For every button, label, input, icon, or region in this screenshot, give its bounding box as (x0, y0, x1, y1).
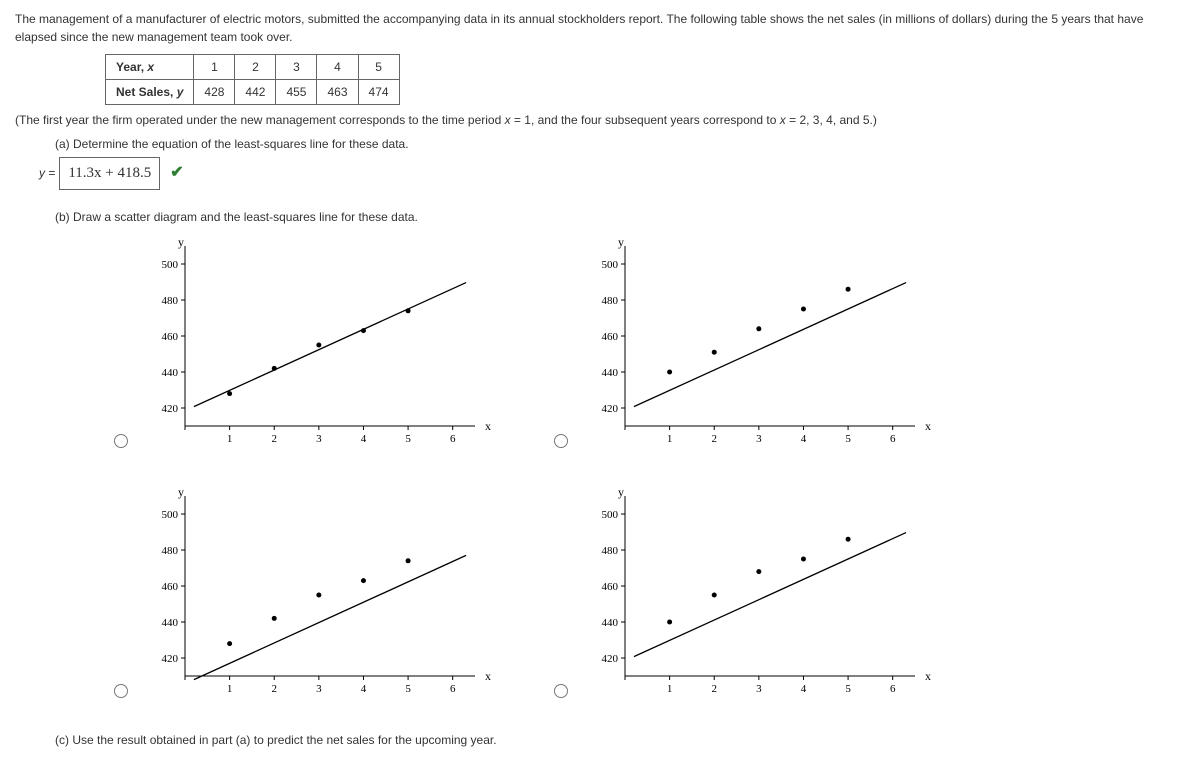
svg-text:440: 440 (602, 617, 619, 629)
svg-text:x: x (925, 419, 931, 433)
svg-text:x: x (485, 669, 491, 683)
problem-intro: The management of a manufacturer of elec… (15, 10, 1185, 46)
svg-text:1: 1 (227, 433, 233, 445)
svg-text:4: 4 (361, 433, 367, 445)
part-a-prompt: (a) Determine the equation of the least-… (55, 135, 1185, 153)
svg-text:480: 480 (602, 295, 619, 307)
svg-text:4: 4 (801, 433, 807, 445)
svg-text:1: 1 (667, 433, 673, 445)
svg-text:y: y (618, 236, 624, 249)
svg-text:420: 420 (162, 653, 179, 665)
chart-radio-3[interactable] (114, 684, 128, 698)
svg-text:x: x (485, 419, 491, 433)
table-row: Net Sales, y 428 442 455 463 474 (106, 80, 400, 105)
svg-text:420: 420 (602, 653, 619, 665)
checkmark-icon: ✔ (170, 161, 183, 185)
chart-option: 420 440 460 480 500 1 2 3 4 5 6 y x (545, 236, 965, 456)
svg-text:x: x (925, 669, 931, 683)
table-row: Year, x 1 2 3 4 5 (106, 55, 400, 80)
table-cell: 428 (194, 80, 235, 105)
table-cell: 463 (317, 80, 358, 105)
svg-text:500: 500 (162, 259, 179, 271)
scatter-chart-4: 420 440 460 480 500 1 2 3 4 5 6 y x (575, 486, 935, 706)
svg-text:480: 480 (162, 545, 179, 557)
svg-text:3: 3 (316, 433, 322, 445)
svg-text:2: 2 (711, 683, 717, 695)
svg-text:500: 500 (602, 509, 619, 521)
svg-text:420: 420 (162, 403, 179, 415)
answer-input[interactable]: 11.3x + 418.5 (59, 157, 160, 190)
chart-radio-4[interactable] (554, 684, 568, 698)
part-c-prompt: (c) Use the result obtained in part (a) … (55, 731, 1185, 749)
svg-text:5: 5 (405, 683, 411, 695)
svg-text:3: 3 (316, 683, 322, 695)
svg-text:y: y (178, 486, 184, 499)
chart-option: 420 440 460 480 500 1 2 3 4 5 6 y x (105, 236, 525, 456)
svg-text:2: 2 (711, 433, 717, 445)
svg-text:500: 500 (602, 259, 619, 271)
chart-radio-2[interactable] (554, 434, 568, 448)
svg-text:440: 440 (162, 617, 179, 629)
scatter-chart-2: 420 440 460 480 500 1 2 3 4 5 6 y x (575, 236, 935, 456)
svg-text:2: 2 (271, 683, 277, 695)
svg-text:480: 480 (162, 295, 179, 307)
data-table: Year, x 1 2 3 4 5 Net Sales, y 428 442 4… (105, 54, 400, 105)
row-header-year: Year, x (106, 55, 194, 80)
svg-text:440: 440 (162, 367, 179, 379)
svg-text:500: 500 (162, 509, 179, 521)
chart-radio-1[interactable] (114, 434, 128, 448)
svg-text:460: 460 (162, 581, 179, 593)
svg-text:3: 3 (756, 433, 762, 445)
table-cell: 4 (317, 55, 358, 80)
svg-text:1: 1 (227, 683, 233, 695)
svg-text:y: y (178, 236, 184, 249)
table-cell: 3 (276, 55, 317, 80)
svg-text:y: y (618, 486, 624, 499)
row-header-sales: Net Sales, y (106, 80, 194, 105)
svg-text:6: 6 (890, 433, 896, 445)
svg-text:5: 5 (845, 433, 851, 445)
equation-prefix: y = (39, 164, 55, 182)
svg-text:1: 1 (667, 683, 673, 695)
svg-text:6: 6 (890, 683, 896, 695)
table-cell: 474 (358, 80, 399, 105)
svg-text:460: 460 (602, 581, 619, 593)
svg-text:5: 5 (845, 683, 851, 695)
svg-text:480: 480 (602, 545, 619, 557)
svg-text:5: 5 (405, 433, 411, 445)
chart-option: 420 440 460 480 500 1 2 3 4 5 6 y x (545, 486, 965, 706)
part-b-prompt: (b) Draw a scatter diagram and the least… (55, 208, 1185, 226)
svg-text:4: 4 (361, 683, 367, 695)
table-cell: 2 (235, 55, 276, 80)
svg-text:6: 6 (450, 683, 456, 695)
svg-text:460: 460 (162, 331, 179, 343)
scatter-chart-3: 420 440 460 480 500 1 2 3 4 5 6 y x (135, 486, 495, 706)
table-cell: 455 (276, 80, 317, 105)
table-cell: 1 (194, 55, 235, 80)
svg-text:2: 2 (271, 433, 277, 445)
svg-text:4: 4 (801, 683, 807, 695)
svg-text:6: 6 (450, 433, 456, 445)
table-cell: 5 (358, 55, 399, 80)
chart-option: 420 440 460 480 500 1 2 3 4 5 6 y x (105, 486, 525, 706)
svg-text:420: 420 (602, 403, 619, 415)
charts-grid: 420 440 460 480 500 1 2 3 4 5 6 y x 420 440 460 480 500 1… (105, 236, 1185, 706)
table-note: (The first year the firm operated under … (15, 111, 1185, 129)
svg-text:3: 3 (756, 683, 762, 695)
scatter-chart-1: 420 440 460 480 500 1 2 3 4 5 6 y x (135, 236, 495, 456)
svg-text:440: 440 (602, 367, 619, 379)
svg-text:460: 460 (602, 331, 619, 343)
table-cell: 442 (235, 80, 276, 105)
